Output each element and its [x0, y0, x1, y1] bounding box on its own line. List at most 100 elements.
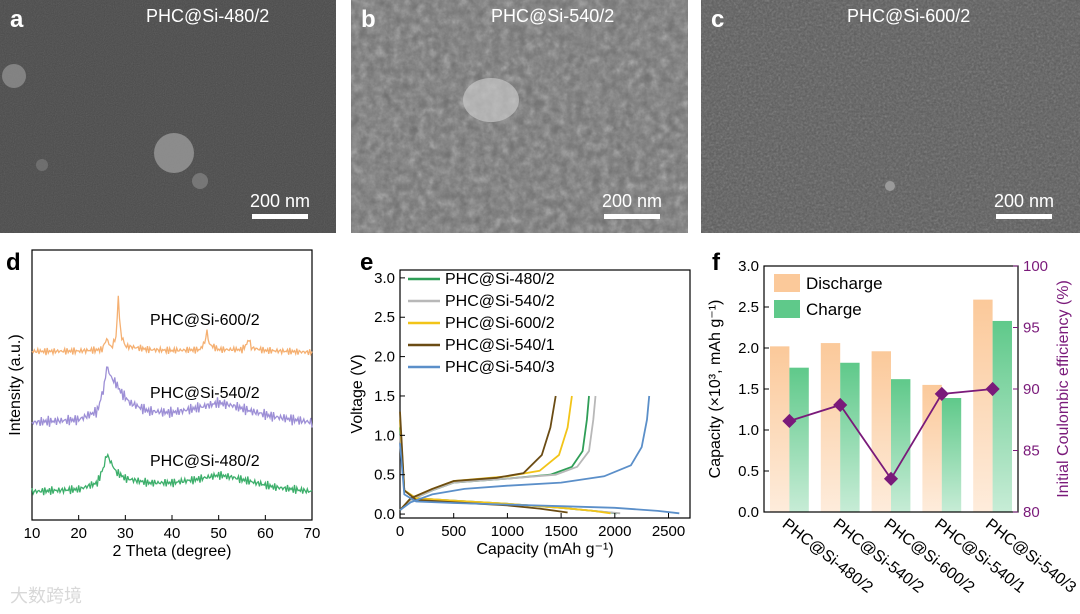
legend-label-Charge: Charge: [806, 300, 862, 319]
sem-title-a: PHC@Si-480/2: [146, 6, 270, 26]
x-tick-label-e: 0: [396, 523, 404, 540]
discharge-curve-PHC@Si-600/2: [399, 419, 611, 515]
x-tick-label-f: PHC@Si-540/2: [830, 516, 927, 597]
scale-line-c: [995, 214, 1052, 219]
legend-label-PHC@Si-480/2: PHC@Si-480/2: [445, 271, 555, 288]
chart-panel-e: e PHC@Si-480/2 PHC@Si-540/2 PHC@Si-600/2 PHC…: [350, 249, 691, 558]
legend-label-PHC@Si-540/1: PHC@Si-540/1: [445, 337, 555, 354]
x-tick-label-e: 1000: [491, 523, 524, 540]
bar-Discharge-PHC@Si-540/3: [973, 299, 993, 512]
legend-label-PHC@Si-540/2: PHC@Si-540/2: [445, 293, 555, 310]
y-tick-label-f: 3.0: [738, 258, 759, 275]
series-label-PHC@Si-480/2: PHC@Si-480/2: [150, 453, 260, 470]
chart-panel-d: d PHC@Si-600/2 PHC@Si-540/2 PHC@Si-480/2 10 2…: [6, 249, 321, 560]
series-label-PHC@Si-540/2: PHC@Si-540/2: [150, 385, 260, 402]
charge-curve-PHC@Si-540/1: [399, 395, 557, 511]
legend-label-Discharge: Discharge: [806, 274, 883, 293]
sem-panel-c: c PHC@Si-600/2 200 nm: [701, 0, 1080, 233]
panel-letter-e: e: [360, 249, 373, 276]
y-tick-label-f: 2.5: [738, 299, 759, 316]
sem-image-b: [351, 0, 688, 233]
legend-label-PHC@Si-540/3: PHC@Si-540/3: [445, 359, 555, 376]
x-tick-label-e: 500: [441, 523, 466, 540]
bar-Discharge-PHC@Si-540/1: [922, 384, 942, 512]
x-tick-label-d: 20: [70, 525, 87, 542]
x-tick-label-e: 2000: [598, 523, 631, 540]
x-tick-label-d: 60: [257, 525, 274, 542]
y2-tick-label-f: 85: [1023, 443, 1040, 460]
ice-marker: [833, 397, 848, 413]
x-tick-label-f: PHC@Si-540/3: [982, 516, 1079, 597]
charge-curve-PHC@Si-540/3: [399, 395, 651, 511]
bar-Charge-PHC@Si-540/3: [992, 320, 1012, 512]
y-tick-label-f: 0.0: [738, 504, 759, 521]
y2-tick-label-f: 90: [1023, 381, 1040, 398]
panel-letter-d: d: [6, 249, 21, 276]
y2-tick-label-f: 95: [1023, 320, 1040, 337]
bar-Charge-PHC@Si-600/2: [891, 379, 911, 512]
scale-bar-a: 200 nm: [250, 191, 310, 219]
y2-axis-label-f: Initial Coulombic efficiency (%): [1055, 280, 1072, 498]
x-tick-label-d: 70: [304, 525, 321, 542]
x-tick-label-e: 1500: [544, 523, 577, 540]
scale-bar-b: 200 nm: [602, 191, 662, 219]
y-tick-label-e: 1.5: [374, 388, 395, 405]
xrd-series-PHC@Si-540/2: [31, 366, 313, 428]
scale-line-a: [251, 214, 308, 219]
y-tick-label-e: 2.5: [374, 309, 395, 326]
sem-title-b: PHC@Si-540/2: [491, 6, 615, 26]
series-label-PHC@Si-600/2: PHC@Si-600/2: [150, 312, 260, 329]
panel-letter-c: c: [711, 6, 725, 33]
panel-letter-f: f: [712, 249, 721, 276]
chart-panel-f: f PHC@Si-480/2PHC@Si-540/2PHC@Si-600/2PHC…: [707, 249, 1079, 597]
y-tick-label-e: 3.0: [374, 270, 395, 287]
legend-swatch-Charge: [774, 300, 800, 318]
x-tick-label-d: 30: [117, 525, 134, 542]
y-tick-label-f: 2.0: [738, 340, 759, 357]
bar-Discharge-PHC@Si-600/2: [871, 351, 891, 512]
x-tick-label-d: 50: [210, 525, 227, 542]
panel-letter-b: b: [361, 6, 376, 33]
scale-bar-c: 200 nm: [994, 191, 1054, 219]
legend-label-PHC@Si-600/2: PHC@Si-600/2: [445, 315, 555, 332]
x-tick-label-f: PHC@Si-480/2: [779, 516, 876, 597]
y2-tick-label-f: 100: [1023, 258, 1048, 275]
bar-Charge-PHC@Si-540/2: [840, 362, 860, 512]
y-tick-label-f: 1.5: [738, 381, 759, 398]
x-tick-label-f: PHC@Si-600/2: [881, 516, 978, 597]
x-tick-label-d: 40: [164, 525, 181, 542]
y-tick-label-f: 1.0: [738, 422, 759, 439]
scale-label-b: 200 nm: [601, 191, 662, 211]
sem-image-c: [701, 0, 1080, 233]
ice-marker: [883, 471, 899, 486]
sem-panel-b: b PHC@Si-540/2 200 nm: [351, 0, 688, 233]
scale-label-c: 200 nm: [993, 191, 1054, 211]
y-tick-label-e: 0.0: [374, 506, 395, 523]
scale-line-b: [603, 214, 660, 219]
y-axis-label-d: Intensity (a.u.): [7, 334, 24, 435]
sem-panel-a: a PHC@Si-480/2 200 nm: [0, 0, 336, 233]
x-tick-label-f: PHC@Si-540/1: [931, 516, 1028, 597]
sem-title-c: PHC@Si-600/2: [847, 6, 971, 26]
y-axis-label-f: Capacity (×10³, mAh g⁻¹): [707, 300, 724, 479]
xrd-series-PHC@Si-600/2: [31, 295, 313, 357]
legend-swatch-Discharge: [774, 274, 800, 292]
watermark: 大数跨境: [10, 586, 82, 607]
bar-Discharge-PHC@Si-540/2: [820, 343, 841, 512]
x-tick-label-d: 10: [24, 525, 41, 542]
scale-label-a: 200 nm: [249, 191, 310, 211]
y2-tick-label-f: 80: [1023, 504, 1040, 521]
y-tick-label-e: 0.5: [374, 467, 395, 484]
charge-curve-PHC@Si-540/2: [399, 395, 597, 511]
plot-frame-e: [399, 269, 691, 519]
x-axis-label-e: Capacity (mAh g⁻¹): [476, 541, 613, 558]
discharge-curve-PHC@Si-540/3: [399, 443, 680, 515]
bar-Charge-PHC@Si-540/1: [941, 398, 962, 512]
ice-marker: [934, 386, 949, 401]
panel-letter-a: a: [10, 6, 24, 33]
y-tick-label-e: 1.0: [374, 427, 395, 444]
bar-Charge-PHC@Si-480/2: [789, 367, 809, 512]
ice-marker: [985, 381, 1000, 397]
bar-Discharge-PHC@Si-480/2: [770, 346, 790, 512]
y-axis-label-e: Voltage (V): [350, 354, 366, 433]
